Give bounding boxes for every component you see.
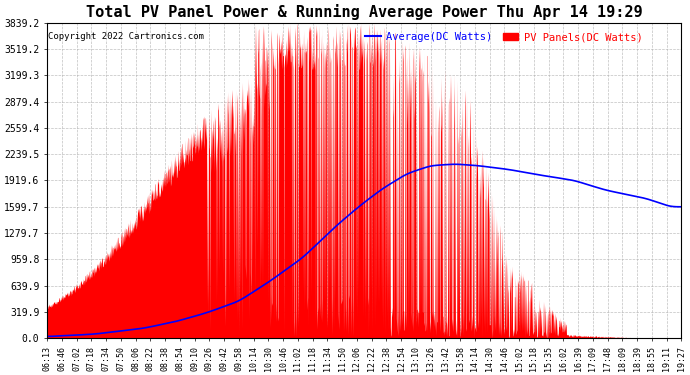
Title: Total PV Panel Power & Running Average Power Thu Apr 14 19:29: Total PV Panel Power & Running Average P… [86,4,642,20]
Legend: Average(DC Watts), PV Panels(DC Watts): Average(DC Watts), PV Panels(DC Watts) [361,28,647,46]
Text: Copyright 2022 Cartronics.com: Copyright 2022 Cartronics.com [48,32,204,41]
